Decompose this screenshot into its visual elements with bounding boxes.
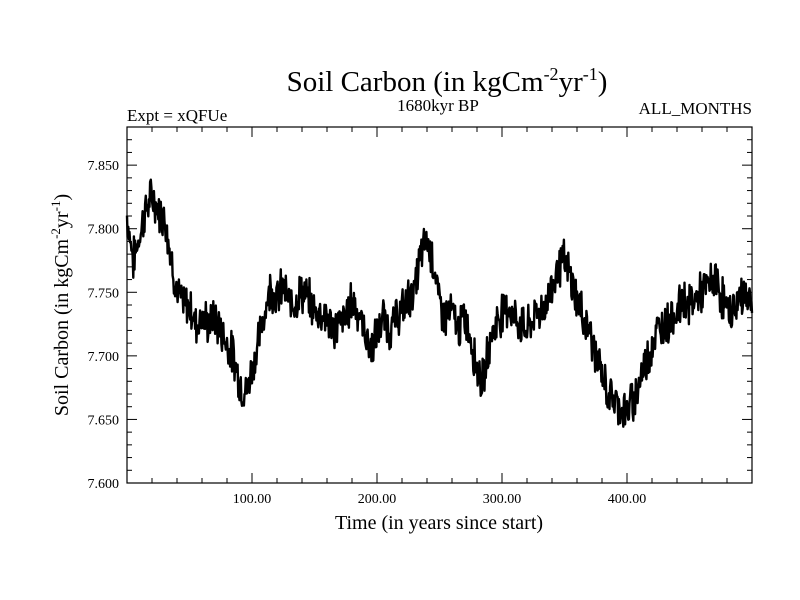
x-tick-label: 300.00 xyxy=(483,492,522,507)
axis-tick-labels: 100.00 200.00 300.00 400.00 7.600 7.650 7.700 7… xyxy=(88,159,647,507)
y-axis-label: Soil Carbon (in kgCm-2yr-1) xyxy=(48,194,73,416)
y-tick-label: 7.850 xyxy=(88,159,120,174)
experiment-label: Expt = xQFUe xyxy=(127,106,227,125)
period-label: 1680kyr BP xyxy=(397,96,479,115)
title-superscript-2: -1 xyxy=(583,64,598,84)
months-label: ALL_MONTHS xyxy=(639,99,752,118)
x-tick-label: 200.00 xyxy=(358,492,397,507)
x-axis-label: Time (in years since start) xyxy=(335,512,543,534)
y-tick-label: 7.700 xyxy=(88,350,120,365)
y-tick-label: 7.650 xyxy=(88,413,120,428)
y-tick-label: 7.800 xyxy=(88,223,120,238)
chart-title: Soil Carbon (in kgCm-2yr-1) xyxy=(287,64,608,98)
title-superscript-1: -2 xyxy=(544,64,559,84)
axis-ticks xyxy=(127,126,752,484)
y-tick-label: 7.600 xyxy=(88,477,120,492)
x-tick-label: 400.00 xyxy=(608,492,647,507)
x-tick-label: 100.00 xyxy=(233,492,272,507)
y-label-superscript-2: -1 xyxy=(48,201,63,212)
plot-frame xyxy=(126,126,753,484)
y-label-superscript-1: -2 xyxy=(48,228,63,239)
y-tick-label: 7.750 xyxy=(88,286,120,301)
series-line-soil-carbon xyxy=(125,178,754,428)
